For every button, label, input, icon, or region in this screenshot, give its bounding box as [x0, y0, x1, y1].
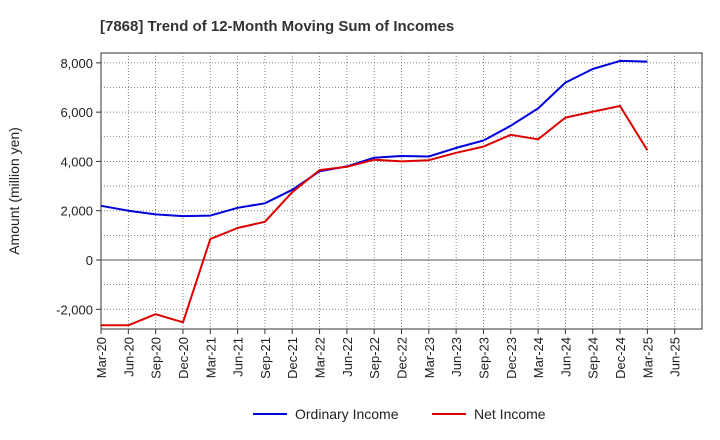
x-tick-label: Dec-24 — [613, 337, 628, 379]
series-line-net-income — [101, 105, 649, 327]
x-tick-label: Dec-20 — [176, 337, 191, 379]
x-tick-label: Jun-21 — [231, 337, 246, 377]
x-tick-label: Jun-20 — [121, 337, 136, 377]
y-tick-label: 4,000 — [60, 154, 93, 169]
x-tick-label: Sep-24 — [586, 337, 601, 379]
y-axis: -2,000 0 2,000 4,000 6,000 8,000 — [56, 56, 101, 317]
series-line-ordinary-income — [100, 59, 648, 218]
legend: Ordinary Income Net Income — [253, 406, 546, 422]
y-tick-label: 6,000 — [60, 105, 93, 120]
x-tick-label: Sep-22 — [367, 337, 382, 379]
x-tick-label: Sep-23 — [476, 337, 491, 379]
chart-title: [7868] Trend of 12-Month Moving Sum of I… — [100, 18, 454, 35]
legend-label-ordinary-income: Ordinary Income — [295, 406, 399, 422]
x-tick-label: Dec-23 — [504, 337, 519, 379]
x-tick-label: Jun-23 — [449, 337, 464, 377]
y-tick-label: 2,000 — [60, 204, 93, 219]
x-tick-label: Dec-21 — [285, 337, 300, 379]
x-tick-label: Dec-22 — [395, 337, 410, 379]
x-tick-label: Mar-23 — [422, 337, 437, 378]
x-axis: Mar-20 Jun-20 Sep-20 Dec-20 Mar-21 Jun-21 Sep-… — [94, 329, 683, 379]
legend-label-net-income: Net Income — [474, 406, 546, 422]
x-tick-label: Mar-20 — [94, 337, 109, 378]
x-tick-label: Sep-21 — [258, 337, 273, 379]
y-axis-label: Amount (million yen) — [6, 127, 22, 255]
y-tick-label: -2,000 — [56, 302, 93, 317]
x-tick-label: Jun-25 — [668, 337, 683, 377]
x-tick-label: Mar-25 — [640, 337, 655, 378]
x-tick-label: Sep-20 — [149, 337, 164, 379]
y-tick-label: 8,000 — [60, 56, 93, 71]
x-tick-label: Mar-24 — [531, 337, 546, 378]
x-tick-label: Jun-22 — [340, 337, 355, 377]
x-tick-label: Mar-22 — [313, 337, 328, 378]
x-tick-label: Jun-24 — [558, 337, 573, 377]
y-tick-label: 0 — [86, 253, 93, 268]
series-lines — [100, 59, 649, 327]
x-tick-label: Mar-21 — [203, 337, 218, 378]
grid-lines — [101, 53, 702, 329]
